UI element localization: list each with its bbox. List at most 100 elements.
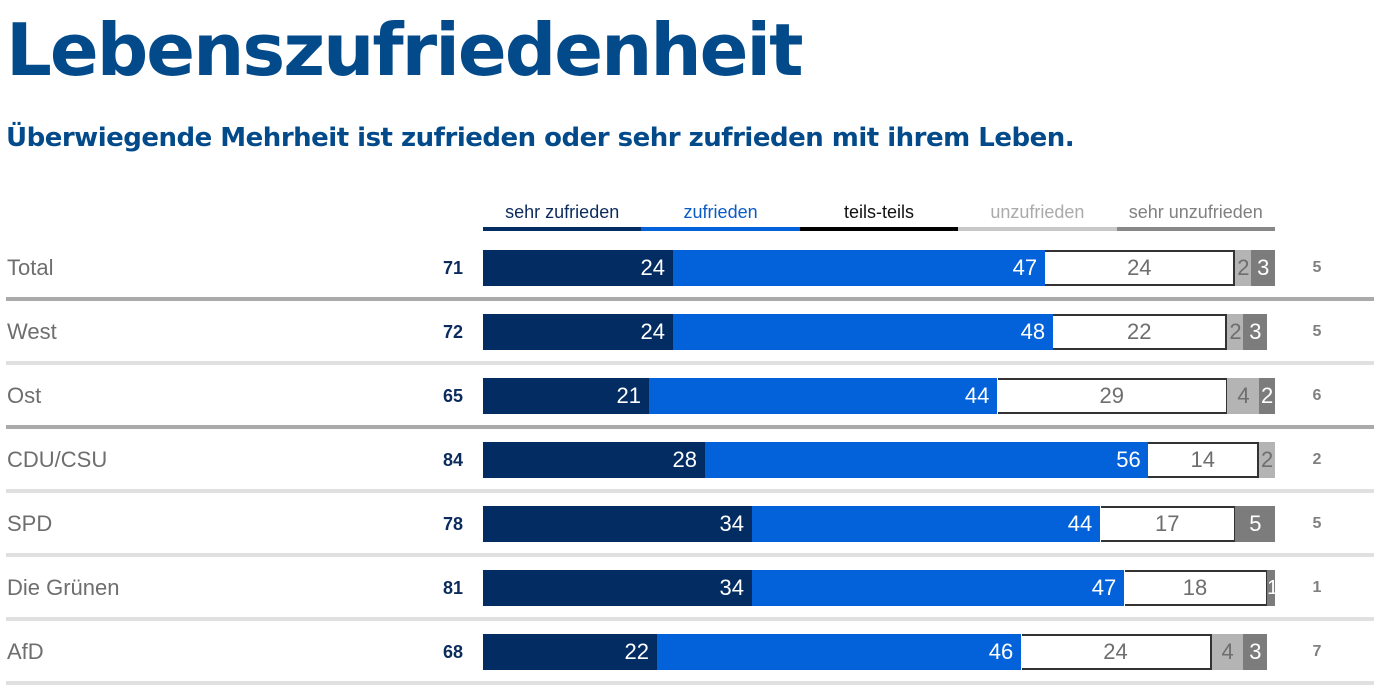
negative-total-label: 5 xyxy=(1312,323,1322,340)
data-label: 56 xyxy=(1116,447,1141,472)
row-label: Die Grünen xyxy=(7,575,120,600)
bar-segment-teils-teils: 17 xyxy=(1100,506,1236,542)
bar-segment-teils-teils: 29 xyxy=(997,378,1228,414)
bar-segment-unzufrieden: 2 xyxy=(1235,250,1252,286)
legend-label: sehr zufrieden xyxy=(505,202,620,222)
bar-segment-sehr-unzufrieden: 1 xyxy=(1267,570,1276,606)
bar-segment-teils-teils: 22 xyxy=(1053,314,1228,350)
negative-total-label: 5 xyxy=(1312,259,1322,276)
data-label: 3 xyxy=(1249,319,1262,344)
data-label: 2 xyxy=(1261,383,1274,408)
row-label: West xyxy=(7,319,57,344)
bar-segment-unzufrieden: 2 xyxy=(1227,314,1244,350)
positive-total-label: 68 xyxy=(442,642,463,662)
data-label: 1 xyxy=(1267,577,1276,599)
positive-total-label: 65 xyxy=(442,386,463,406)
data-label: 24 xyxy=(640,319,665,344)
data-label: 4 xyxy=(1237,383,1250,408)
bar-segment-sehr-unzufrieden: 3 xyxy=(1243,634,1268,670)
data-label: 34 xyxy=(719,575,744,600)
data-label: 2 xyxy=(1229,319,1242,344)
legend-swatch xyxy=(641,227,800,231)
bar-segment-sehr-unzufrieden: 2 xyxy=(1259,378,1276,414)
legend-label: zufrieden xyxy=(683,202,758,222)
data-label: 3 xyxy=(1249,639,1262,664)
bar-segment-sehr-zufrieden: 22 xyxy=(483,634,657,670)
row-separator xyxy=(6,361,1374,365)
negative-total-label: 2 xyxy=(1312,451,1322,468)
data-label: 34 xyxy=(719,511,744,536)
data-label: 3 xyxy=(1257,255,1270,280)
negative-total-label: 5 xyxy=(1312,515,1322,532)
bar-segment-unzufrieden: 2 xyxy=(1259,442,1276,478)
bar-segment-teils-teils: 24 xyxy=(1045,250,1236,286)
row-separator xyxy=(6,553,1374,557)
legend-item-teils-teils: teils-teils xyxy=(799,200,959,232)
data-label: 24 xyxy=(1103,639,1128,664)
row-label: CDU/CSU xyxy=(7,447,108,472)
data-label: 17 xyxy=(1155,511,1180,536)
positive-total-label: 71 xyxy=(442,258,463,278)
row-separator xyxy=(6,489,1374,493)
bar-segment-sehr-zufrieden: 21 xyxy=(483,378,649,414)
bar-segment-unzufrieden: 4 xyxy=(1211,634,1244,670)
bar-segment-zufrieden: 56 xyxy=(704,442,1149,478)
negative-total-label: 6 xyxy=(1312,387,1322,404)
data-label: 46 xyxy=(988,639,1014,664)
bar-segment-sehr-zufrieden: 34 xyxy=(483,506,752,542)
legend-swatch xyxy=(799,227,959,231)
bar-segment-teils-teils: 14 xyxy=(1148,442,1260,478)
bar-segment-zufrieden: 46 xyxy=(657,634,1022,670)
bar-segment-zufrieden: 44 xyxy=(649,378,998,414)
bar-segment-teils-teils: 18 xyxy=(1124,570,1268,606)
row-separator xyxy=(6,617,1374,621)
bar-segment-sehr-zufrieden: 24 xyxy=(483,314,673,350)
data-label: 22 xyxy=(1126,319,1152,344)
legend-swatch xyxy=(958,227,1117,231)
bar-segment-zufrieden: 44 xyxy=(752,506,1101,542)
data-label: 2 xyxy=(1261,447,1274,472)
data-label: 24 xyxy=(1127,255,1152,280)
bar-segment-sehr-unzufrieden: 3 xyxy=(1243,314,1268,350)
data-label: 21 xyxy=(616,383,641,408)
group-separator xyxy=(6,425,1374,429)
positive-total-label: 72 xyxy=(442,322,463,342)
data-label: 18 xyxy=(1182,575,1208,600)
legend-item-sehr-unzufrieden: sehr unzufrieden xyxy=(1116,200,1275,232)
data-label: 22 xyxy=(624,639,649,664)
data-label: 48 xyxy=(1020,319,1046,344)
data-label: 44 xyxy=(964,383,990,408)
bar-segment-zufrieden: 47 xyxy=(673,250,1046,286)
data-label: 4 xyxy=(1221,639,1234,664)
legend-label: sehr unzufrieden xyxy=(1128,202,1263,222)
data-label: 24 xyxy=(640,255,665,280)
legend-item-sehr-zufrieden: sehr zufrieden xyxy=(483,200,642,232)
positive-total-label: 84 xyxy=(442,450,463,470)
bar-segment-sehr-unzufrieden: 5 xyxy=(1235,506,1276,542)
positive-total-label: 81 xyxy=(442,578,463,598)
positive-total-label: 78 xyxy=(442,514,463,534)
row-separator xyxy=(6,681,1374,685)
legend-item-zufrieden: zufrieden xyxy=(641,200,800,232)
bar-segment-sehr-zufrieden: 34 xyxy=(483,570,752,606)
data-label: 44 xyxy=(1067,511,1093,536)
data-label: 29 xyxy=(1099,383,1125,408)
legend-item-unzufrieden: unzufrieden xyxy=(958,200,1117,232)
legend-label: teils-teils xyxy=(843,202,914,222)
negative-total-label: 7 xyxy=(1312,643,1322,660)
bar-segment-sehr-zufrieden: 28 xyxy=(483,442,705,478)
row-label: Ost xyxy=(7,383,42,408)
bar-segment-sehr-unzufrieden: 3 xyxy=(1251,250,1276,286)
data-label: 47 xyxy=(1091,575,1117,600)
bar-segment-zufrieden: 48 xyxy=(673,314,1054,350)
bar-segment-teils-teils: 24 xyxy=(1021,634,1212,670)
data-label: 5 xyxy=(1249,511,1262,536)
data-label: 2 xyxy=(1237,255,1250,280)
data-label: 14 xyxy=(1190,447,1215,472)
row-label: Total xyxy=(7,255,54,280)
bar-segment-unzufrieden: 4 xyxy=(1227,378,1260,414)
data-label: 47 xyxy=(1012,255,1038,280)
chart-title: Lebenszufriedenheit xyxy=(6,8,804,92)
legend-swatch xyxy=(1116,227,1275,231)
bar-segment-sehr-zufrieden: 24 xyxy=(483,250,673,286)
